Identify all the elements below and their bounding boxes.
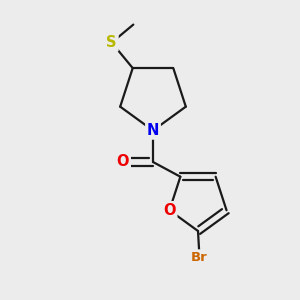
Text: Br: Br (191, 251, 208, 264)
Text: S: S (106, 35, 117, 50)
Text: O: O (117, 154, 129, 169)
Text: N: N (147, 123, 159, 138)
Text: O: O (163, 203, 176, 218)
